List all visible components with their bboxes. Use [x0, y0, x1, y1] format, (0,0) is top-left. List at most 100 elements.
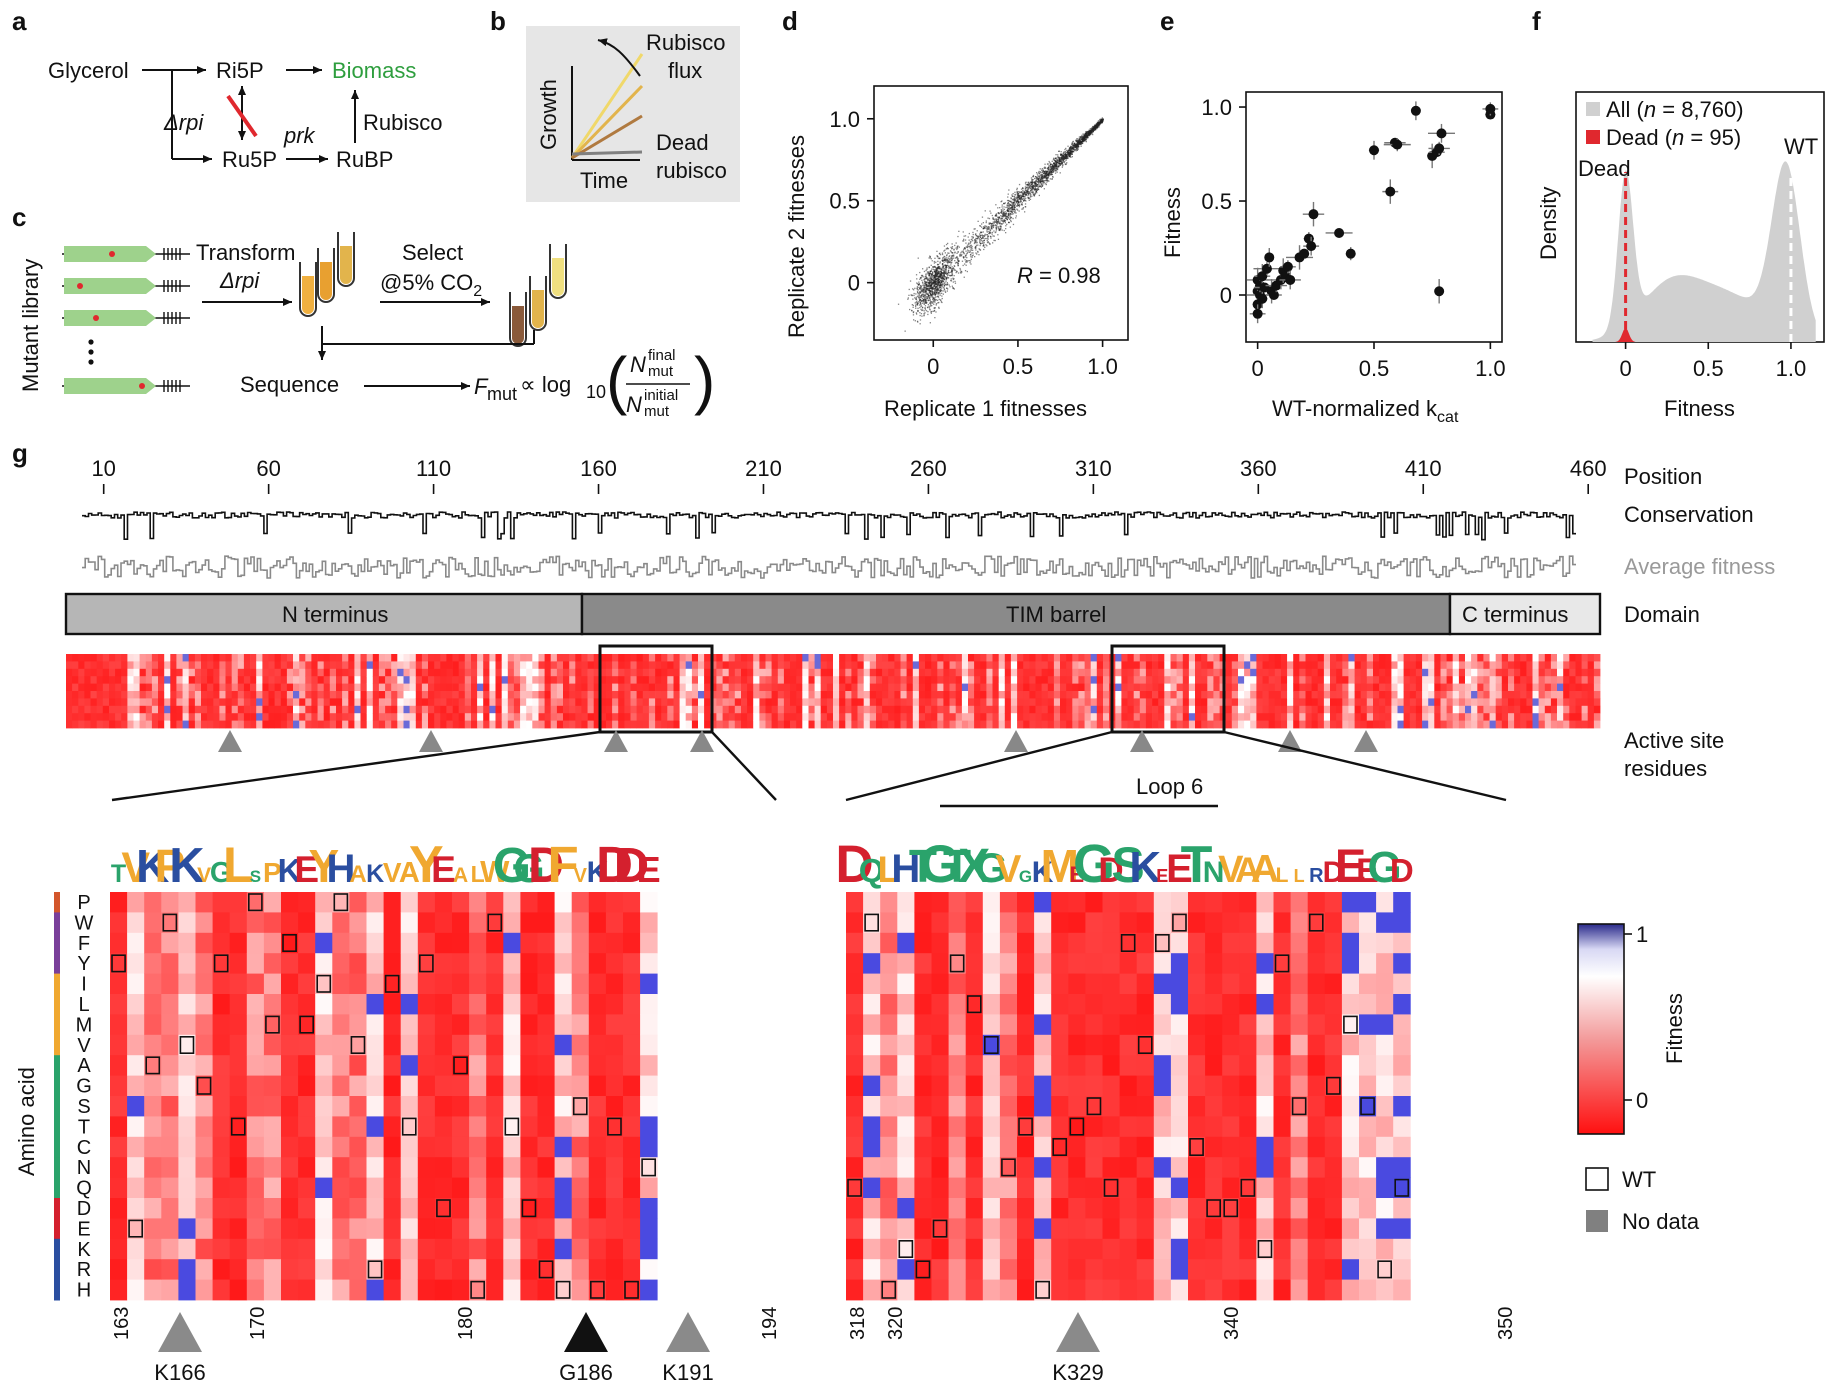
d-point [1017, 200, 1019, 203]
d-point [1033, 185, 1035, 187]
overview-cell [397, 691, 404, 699]
d-point [919, 271, 921, 274]
overview-cell [428, 720, 435, 729]
overview-cell [513, 668, 521, 677]
overview-cell [231, 698, 239, 707]
overview-cell [378, 654, 386, 662]
e-point [1392, 139, 1403, 150]
overview-cell [145, 720, 153, 729]
overview-cell [624, 654, 631, 662]
overview-cell [648, 676, 656, 684]
d-point [934, 275, 936, 278]
d-point [1077, 140, 1079, 142]
d-point [947, 262, 949, 264]
overview-cell [256, 661, 263, 670]
d-point [1057, 159, 1059, 162]
overview-cell [127, 654, 134, 662]
overview-cell [642, 698, 650, 707]
d-point [934, 290, 936, 292]
d-point [925, 282, 928, 284]
d-point [934, 284, 936, 286]
overview-cell [538, 705, 545, 714]
overview-cell [765, 668, 772, 677]
d-point [1046, 179, 1048, 181]
overview-cell [286, 676, 294, 684]
overview-cell [563, 691, 570, 699]
overview-cell [716, 683, 723, 692]
overview-cell [231, 654, 239, 662]
d-point [1063, 156, 1065, 158]
d-point [934, 291, 936, 293]
overview-cell [280, 705, 288, 714]
d-point [1046, 167, 1048, 170]
d-point [998, 222, 1000, 224]
overview-cell [507, 691, 515, 699]
d-point [923, 299, 925, 301]
overview-cell [526, 705, 533, 714]
d-point [1041, 183, 1043, 185]
d-point [930, 294, 932, 296]
d-point [1031, 181, 1034, 183]
overview-cell [458, 705, 466, 714]
d-point [987, 217, 989, 219]
d-point [989, 235, 992, 237]
d-point [1054, 166, 1056, 168]
d-point [941, 290, 943, 292]
overview-cell [618, 654, 625, 662]
d-point [1055, 157, 1057, 159]
d-point [1068, 153, 1070, 155]
node-biomass: Biomass [332, 58, 416, 83]
d-point [941, 259, 943, 262]
overview-cell [225, 705, 232, 714]
overview-cell [219, 713, 226, 721]
d-point [1000, 212, 1003, 214]
d-point [929, 304, 932, 306]
overview-cell [581, 720, 588, 729]
d-point [945, 268, 947, 270]
overview-cell [329, 676, 337, 684]
d-point [1044, 176, 1046, 178]
culture-liquid [320, 262, 332, 300]
d-point [912, 306, 914, 308]
d-point [916, 313, 918, 315]
d-point [974, 246, 977, 248]
overview-cell [563, 720, 570, 729]
overview-cell [262, 705, 269, 714]
d-point [1019, 197, 1021, 200]
d-point [982, 236, 984, 238]
d-point [936, 299, 939, 301]
d-point [924, 300, 927, 302]
overview-cell [685, 713, 693, 721]
overview-cell [78, 668, 85, 677]
overview-cell [648, 683, 656, 692]
d-point [1071, 150, 1073, 153]
overview-cell [808, 661, 815, 670]
d-point [980, 238, 982, 240]
overview-cell [115, 720, 122, 729]
d-point [979, 242, 981, 244]
overview-cell [704, 668, 711, 677]
d-point [930, 285, 932, 287]
overview-cell [366, 698, 374, 707]
d-point [1050, 163, 1052, 166]
d-point [937, 283, 939, 285]
overview-cell [839, 683, 846, 692]
d-point [950, 264, 952, 266]
overview-cell [753, 676, 760, 684]
overview-cell [109, 705, 116, 714]
d-point [923, 286, 925, 289]
overview-cell [440, 676, 447, 684]
d-point [933, 301, 935, 303]
d-point [1047, 170, 1049, 173]
overview-cell [348, 705, 355, 714]
d-point [978, 238, 980, 240]
d-point [1034, 184, 1036, 186]
d-point [935, 299, 937, 301]
d-point [920, 313, 923, 315]
d-point [990, 226, 992, 228]
d-point [1038, 172, 1041, 174]
d-point [1059, 158, 1062, 161]
overview-cell [593, 705, 601, 714]
overview-cell [354, 691, 361, 699]
d-point [915, 312, 917, 314]
